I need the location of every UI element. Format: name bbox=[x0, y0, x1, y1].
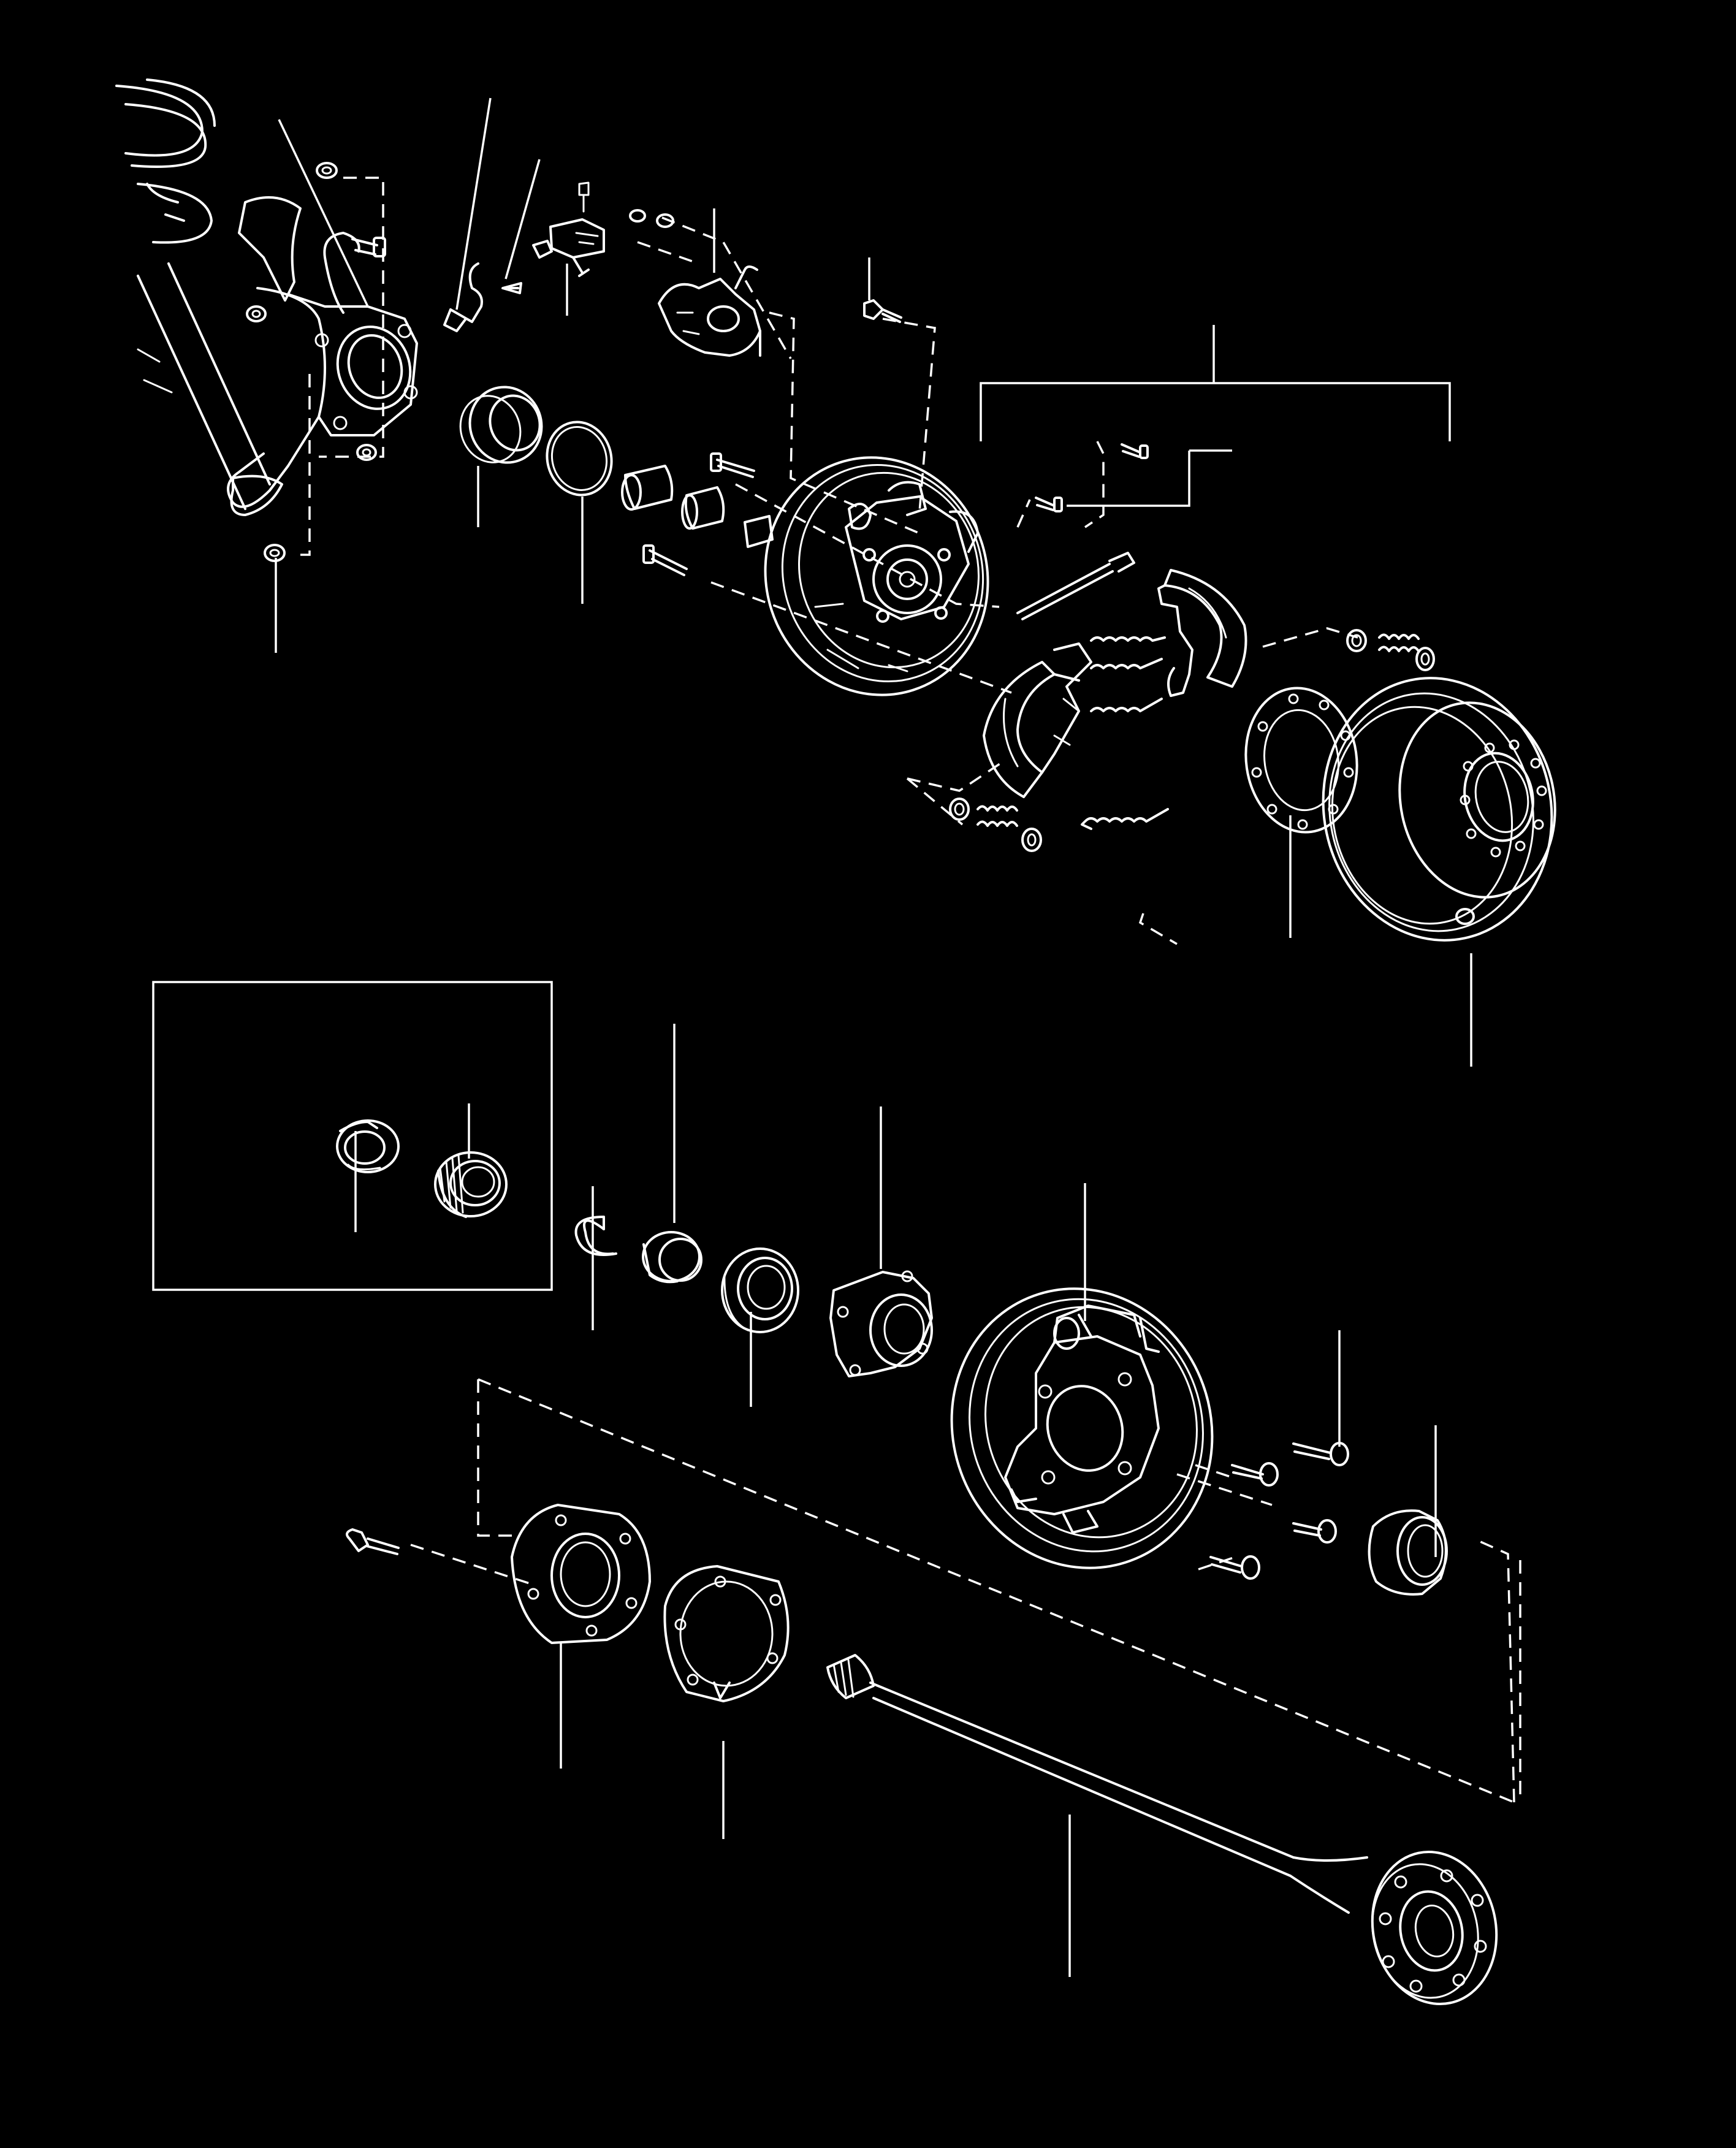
brake-backing-plate-icon bbox=[950, 1287, 1214, 1569]
brake-shoe-icon bbox=[983, 642, 1092, 798]
assembly-dashed-lines bbox=[300, 177, 1521, 1803]
gasket-icon bbox=[663, 1565, 790, 1702]
bearing-retainer-icon bbox=[829, 1270, 933, 1377]
bolt-icon bbox=[351, 237, 386, 257]
brake-backing-plate-icon bbox=[764, 456, 989, 696]
flange-icon bbox=[511, 1504, 651, 1644]
hub-bolt-icon bbox=[1209, 1442, 1349, 1580]
spring-icon bbox=[1016, 552, 1169, 830]
bearing-race-icon bbox=[642, 1231, 702, 1284]
coil-spring-icon bbox=[115, 78, 216, 244]
bearing-cup-icon bbox=[336, 1119, 400, 1173]
spacer-icon bbox=[1368, 1509, 1448, 1596]
wheel-cylinder-icon bbox=[629, 209, 761, 357]
bolt-icon bbox=[642, 452, 755, 576]
leader-clamp bbox=[504, 159, 541, 280]
oil-seal-icon bbox=[459, 386, 543, 464]
bolt-icon bbox=[1035, 443, 1149, 512]
inset-box bbox=[152, 981, 553, 1291]
bolt-icon bbox=[863, 299, 902, 323]
brake-shoe-icon bbox=[1157, 569, 1247, 697]
bearing-race-icon bbox=[621, 465, 774, 548]
axle-shaft-icon bbox=[826, 1654, 1498, 2006]
snap-ring-icon bbox=[574, 1216, 617, 1256]
connector-icon bbox=[549, 181, 605, 277]
bolt-icon bbox=[346, 1528, 400, 1555]
leader-shoe-adjust bbox=[1067, 449, 1232, 507]
clip-icon bbox=[501, 240, 553, 294]
leader-abs-sensor bbox=[455, 97, 492, 310]
leader-lines bbox=[275, 97, 1472, 1977]
ball-bearing-icon bbox=[721, 1247, 799, 1333]
nut-icon bbox=[246, 162, 377, 562]
speed-sensor-icon bbox=[443, 262, 483, 332]
o-ring-icon bbox=[546, 421, 613, 497]
axle-housing-knuckle-icon bbox=[137, 196, 418, 516]
spring-retainer-icon bbox=[949, 629, 1435, 852]
brake-drum-icon bbox=[1322, 677, 1556, 942]
bearing-cone-icon bbox=[434, 1151, 508, 1218]
gasket-icon bbox=[1244, 687, 1358, 834]
leader-shoe-bracket bbox=[980, 325, 1451, 441]
leader-knuckle bbox=[278, 119, 369, 307]
